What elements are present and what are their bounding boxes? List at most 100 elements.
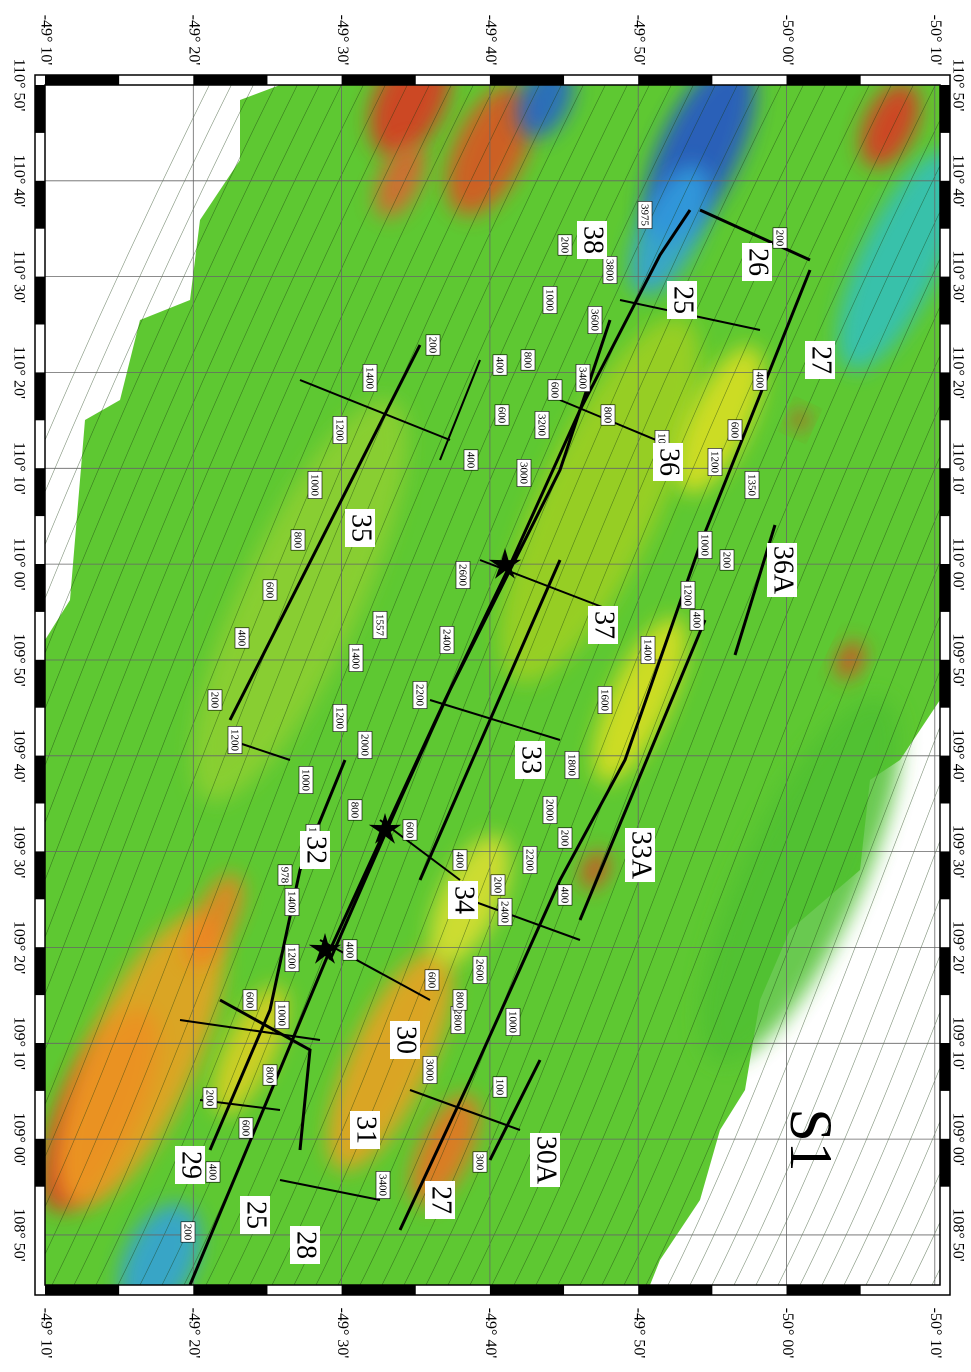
- relief-patch: [410, 1094, 480, 1206]
- contour-value: 1600: [598, 689, 610, 712]
- label-box: [332, 704, 348, 732]
- contour-line: [117, 85, 628, 1285]
- label-box: [520, 349, 536, 371]
- isochron-line: [219, 998, 312, 1151]
- label-box: [207, 689, 223, 711]
- label-box: [342, 939, 358, 961]
- anomaly-number: 27: [806, 346, 837, 374]
- contour-value: 3000: [423, 1059, 435, 1082]
- longitude-label: 110° 20': [949, 346, 966, 399]
- label-box: [452, 849, 468, 871]
- label-box: [463, 449, 479, 471]
- map-area: [45, 85, 940, 1285]
- contour-value: 400: [464, 452, 476, 469]
- contour-label: 3200: [534, 411, 550, 439]
- label-box: [522, 846, 538, 874]
- profile-line: [299, 379, 451, 441]
- frame-segment: [35, 564, 45, 612]
- contour-line: [45, 85, 342, 767]
- longitude-label: 109° 50': [10, 633, 27, 686]
- label-box: [307, 471, 323, 499]
- contour-label: 3000: [516, 459, 532, 487]
- contour-value: 3200: [535, 414, 547, 437]
- contour-line: [45, 85, 474, 1106]
- relief-patch: [187, 873, 243, 967]
- contour-value: 200: [558, 830, 570, 847]
- anomaly-label: 28: [290, 1226, 322, 1264]
- contour-line: [645, 560, 940, 1285]
- contour-label: 400: [205, 1161, 221, 1183]
- latitude-label: -49° 30': [334, 15, 351, 66]
- contour-line: [337, 85, 848, 1285]
- contour-line: [601, 455, 940, 1285]
- isochron-line: [228, 344, 422, 721]
- latitude-label: -50° 00': [779, 1308, 796, 1359]
- latitude-label: -49° 20': [186, 1308, 203, 1359]
- contour-label: 400: [342, 939, 358, 961]
- contour-value: 2400: [498, 901, 510, 924]
- label-box: [557, 827, 573, 849]
- contour-label: 200: [557, 827, 573, 849]
- label-box: [472, 956, 488, 984]
- contour-label: 1557: [372, 611, 388, 639]
- contour-value: 600: [403, 822, 415, 839]
- contour-label: 600: [242, 989, 258, 1011]
- label-box: [350, 1111, 380, 1149]
- contour-line: [359, 85, 870, 1285]
- label-box: [516, 459, 532, 487]
- contour-value: 2200: [523, 849, 535, 872]
- anomaly-number: 29: [176, 1151, 207, 1179]
- contour-label: 600: [238, 1117, 254, 1139]
- contour-label: 1200: [332, 704, 348, 732]
- contour-line: [689, 670, 940, 1285]
- label-box: [262, 579, 278, 601]
- contour-line: [425, 85, 936, 1285]
- anomaly-label: 25: [667, 281, 699, 319]
- label-box: [680, 581, 696, 609]
- label-box: [290, 1226, 320, 1264]
- contour-value: 600: [425, 972, 437, 989]
- contour-label: 1800: [564, 751, 580, 779]
- contour-label: 400: [752, 369, 768, 391]
- relief-patch: [55, 913, 225, 1207]
- contour-line: [843, 1066, 940, 1285]
- label-box: [448, 881, 478, 919]
- frame-segment: [940, 659, 950, 708]
- label-box: [602, 256, 618, 284]
- contour-value: 1000: [308, 474, 320, 497]
- contour-label: 3975: [637, 201, 653, 229]
- label-box: [625, 828, 655, 882]
- anomaly-label: 36: [653, 443, 685, 481]
- contour-value: 2400: [440, 629, 452, 652]
- anomaly-number: 30: [391, 1026, 422, 1054]
- frame-segment: [940, 468, 950, 517]
- contour-label: 400: [234, 627, 250, 649]
- label-box: [494, 404, 510, 426]
- label-box: [452, 989, 468, 1011]
- contour-label: 100: [492, 1076, 508, 1098]
- label-box: [588, 606, 618, 644]
- contour-label: 2200: [412, 681, 428, 709]
- contour-value: 400: [493, 357, 505, 374]
- contour-line: [45, 85, 276, 600]
- contour-line: [249, 85, 760, 1285]
- label-box: [284, 944, 300, 972]
- contour-line: [45, 85, 320, 710]
- contour-label: 400: [557, 884, 573, 906]
- contour-value: 3400: [376, 1174, 388, 1197]
- contour-label: 2400: [497, 898, 513, 926]
- longitude-label: 110° 00': [949, 538, 966, 591]
- label-box: [425, 334, 441, 356]
- contour-label: 3800: [602, 256, 618, 284]
- anomaly-number: 36A: [768, 546, 799, 595]
- contour-label: 600: [547, 379, 563, 401]
- contour-label: 3400: [575, 364, 591, 392]
- contour-line: [513, 257, 940, 1285]
- contour-label: 800: [262, 1064, 278, 1086]
- longitude-label: 110° 20': [10, 346, 27, 399]
- label-box: [719, 549, 735, 571]
- contour-label: 400: [463, 449, 479, 471]
- label-box: [577, 221, 607, 259]
- contour-value: 1200: [333, 419, 345, 442]
- contour-value: 2800: [451, 1009, 463, 1032]
